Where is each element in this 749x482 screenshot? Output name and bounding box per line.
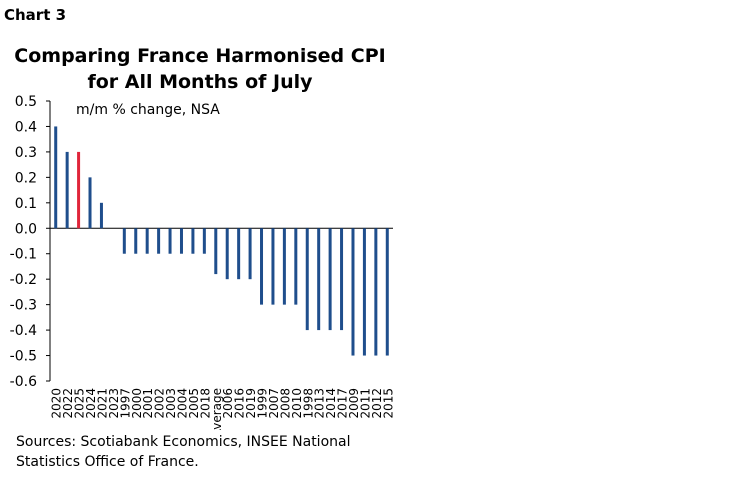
x-tick-label: 2015 — [381, 388, 395, 419]
bar-2013 — [317, 228, 321, 331]
bar-2007 — [271, 228, 275, 305]
y-tick-label: 0.1 — [15, 196, 37, 212]
bar-average — [214, 228, 218, 275]
chart-number-label: Chart 3 — [4, 6, 67, 24]
x-tick-label: 2020 — [50, 388, 64, 419]
x-tick-label: 2025 — [73, 388, 87, 419]
x-tick-label: Average — [210, 388, 224, 430]
x-tick-label: 2011 — [358, 388, 372, 419]
y-tick-label: 0.0 — [15, 221, 37, 237]
chart-subtitle: m/m % change, NSA — [76, 102, 220, 118]
bar-2002 — [157, 228, 161, 254]
bar-2011 — [362, 228, 366, 356]
source-note: Sources: Scotiabank Economics, INSEE Nat… — [16, 432, 350, 472]
x-tick-label: 2008 — [278, 388, 292, 419]
x-tick-label: 2024 — [84, 388, 98, 419]
source-line-2: Statistics Office of France. — [16, 454, 199, 470]
bar-1997 — [122, 228, 126, 254]
bar-2021 — [99, 202, 103, 229]
bar-2005 — [191, 228, 195, 254]
x-tick-label: 2009 — [347, 388, 361, 419]
y-tick-label: -0.2 — [10, 272, 37, 288]
y-tick-label: -0.4 — [10, 323, 37, 339]
bars — [54, 126, 389, 356]
x-tick-label: 2005 — [187, 388, 201, 419]
bar-2006 — [225, 228, 229, 280]
y-tick-label: 0.2 — [15, 170, 37, 186]
x-tick-label: 2004 — [175, 388, 189, 419]
bar-1999 — [260, 228, 264, 305]
x-tick-label: 2022 — [61, 388, 75, 419]
y-tick-label: 0.3 — [15, 145, 37, 161]
bar-2008 — [282, 228, 286, 305]
x-tick-label: 1997 — [118, 388, 132, 419]
y-tick-label: 0.4 — [15, 119, 37, 135]
bar-2016 — [237, 228, 241, 280]
y-tick-label: -0.1 — [10, 247, 37, 263]
bar-2019 — [248, 228, 252, 280]
x-tick-label: 2021 — [95, 388, 109, 419]
x-tick-label: 2000 — [130, 388, 144, 419]
x-tick-label: 2016 — [233, 388, 247, 419]
x-tick-label: 2012 — [370, 388, 384, 419]
bar-2024 — [88, 177, 92, 229]
bar-2022 — [65, 151, 69, 229]
x-tick-label: 1999 — [256, 388, 270, 419]
bar-chart: 0.5 0.4 0.3 0.2 0.1 0.0 -0.1 -0.2 -0.3 -0.4 -0.5 -0… — [10, 94, 396, 430]
x-tick-label: 2019 — [244, 388, 258, 419]
x-tick-label: 2023 — [107, 388, 121, 419]
bar-1998 — [305, 228, 309, 331]
chart-title-line-2: for All Months of July — [87, 71, 313, 93]
y-tick-label: -0.5 — [10, 349, 37, 365]
bar-2012 — [374, 228, 378, 356]
x-tick-label: 2001 — [141, 388, 155, 419]
y-tick-label: 0.5 — [15, 94, 37, 110]
x-tick-label: 2002 — [153, 388, 167, 419]
bar-2000 — [134, 228, 138, 254]
bar-2020 — [54, 126, 58, 229]
chart-title: Comparing France Harmonised CPI for All … — [0, 43, 400, 95]
bar-2015 — [385, 228, 389, 356]
chart-title-line-1: Comparing France Harmonised CPI — [14, 45, 386, 67]
bar-2014 — [328, 228, 332, 331]
bar-2004 — [179, 228, 183, 254]
bar-2018 — [202, 228, 206, 254]
y-tick-label: -0.6 — [10, 374, 37, 390]
bar-2025 — [77, 151, 81, 229]
source-line-1: Sources: Scotiabank Economics, INSEE Nat… — [16, 434, 351, 450]
bar-2001 — [145, 228, 149, 254]
bar-2009 — [351, 228, 355, 356]
x-tick-label: 2007 — [267, 388, 281, 419]
bar-2003 — [168, 228, 172, 254]
x-tick-label: 2017 — [336, 388, 350, 419]
bar-2017 — [340, 228, 344, 331]
x-tick-label: 2014 — [324, 388, 338, 419]
x-tick-label: 2010 — [290, 388, 304, 419]
x-tick-label: 2018 — [198, 388, 212, 419]
axes — [46, 100, 393, 382]
x-tick-label: 1998 — [301, 388, 315, 419]
x-tick-label: 2003 — [164, 388, 178, 419]
y-tick-label: -0.3 — [10, 298, 37, 314]
x-tick-label: 2013 — [313, 388, 327, 419]
tick-labels: 0.5 0.4 0.3 0.2 0.1 0.0 -0.1 -0.2 -0.3 -0.4 -0.5 -0… — [10, 94, 396, 430]
x-tick-label: 2006 — [221, 388, 235, 419]
bar-2010 — [294, 228, 298, 305]
